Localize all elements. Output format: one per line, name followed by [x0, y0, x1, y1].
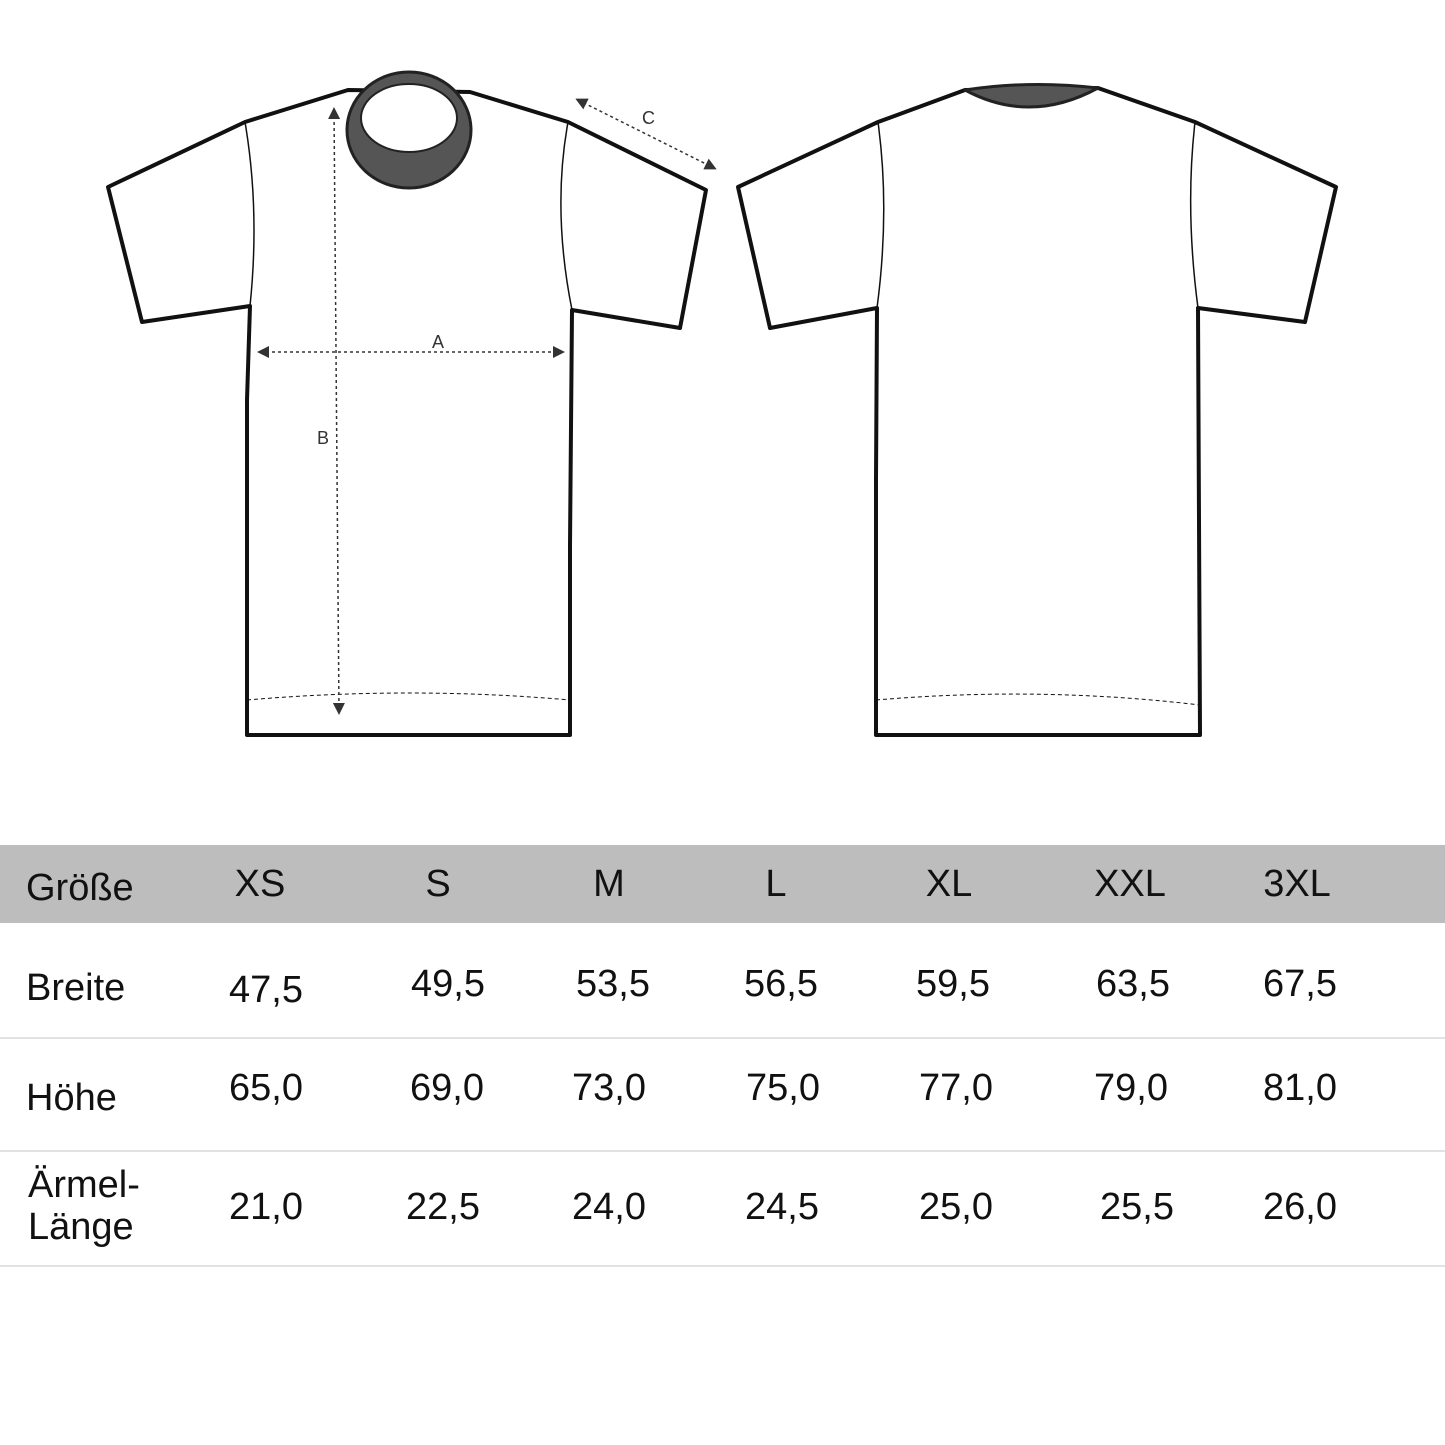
cell: 81,0: [1263, 1067, 1337, 1109]
cell: 24,0: [572, 1186, 646, 1228]
table-row: Höhe 65,0 69,0 73,0 75,0 77,0 79,0 81,0: [0, 1039, 1445, 1152]
size-header: L: [765, 863, 787, 905]
cell: 73,0: [572, 1067, 646, 1109]
cell: 63,5: [1096, 963, 1170, 1005]
cell: 56,5: [744, 963, 818, 1005]
size-header: XS: [234, 863, 286, 905]
cell: 49,5: [411, 963, 485, 1005]
cell: 69,0: [410, 1067, 484, 1109]
cell: 77,0: [919, 1067, 993, 1109]
header-label: Größe: [26, 867, 134, 909]
row-label: Höhe: [26, 1077, 117, 1119]
cell: 67,5: [1263, 963, 1337, 1005]
size-header: XXL: [1094, 863, 1166, 905]
size-header: 3XL: [1263, 863, 1331, 905]
tshirt-diagram: A B C: [106, 70, 1338, 737]
table-row: Ärmel- Länge 21,0 22,5 24,0 24,5 25,0 25…: [0, 1152, 1445, 1267]
cell: 47,5: [229, 969, 303, 1011]
cell: 26,0: [1263, 1186, 1337, 1228]
measure-label-c: C: [642, 108, 655, 128]
cell: 22,5: [406, 1186, 480, 1228]
size-header: XL: [925, 863, 973, 905]
row-label: Ärmel- Länge: [28, 1164, 140, 1248]
size-table-header: Größe XS S M L XL XXL 3XL: [0, 845, 1445, 923]
cell: 25,0: [919, 1186, 993, 1228]
cell: 65,0: [229, 1067, 303, 1109]
cell: 21,0: [229, 1186, 303, 1228]
cell: 59,5: [916, 963, 990, 1005]
cell: 79,0: [1094, 1067, 1168, 1109]
cell: 24,5: [745, 1186, 819, 1228]
cell: 25,5: [1100, 1186, 1174, 1228]
cell: 53,5: [576, 963, 650, 1005]
row-label: Breite: [26, 967, 126, 1009]
tshirt-back: [736, 82, 1338, 737]
size-header: S: [425, 863, 451, 905]
size-header: M: [593, 863, 625, 905]
measure-label-a: A: [432, 332, 444, 352]
tshirt-front: [106, 70, 717, 737]
table-row: Breite 47,5 49,5 53,5 56,5 59,5 63,5 67,…: [0, 923, 1445, 1039]
cell: 75,0: [746, 1067, 820, 1109]
measure-label-b: B: [317, 428, 329, 448]
